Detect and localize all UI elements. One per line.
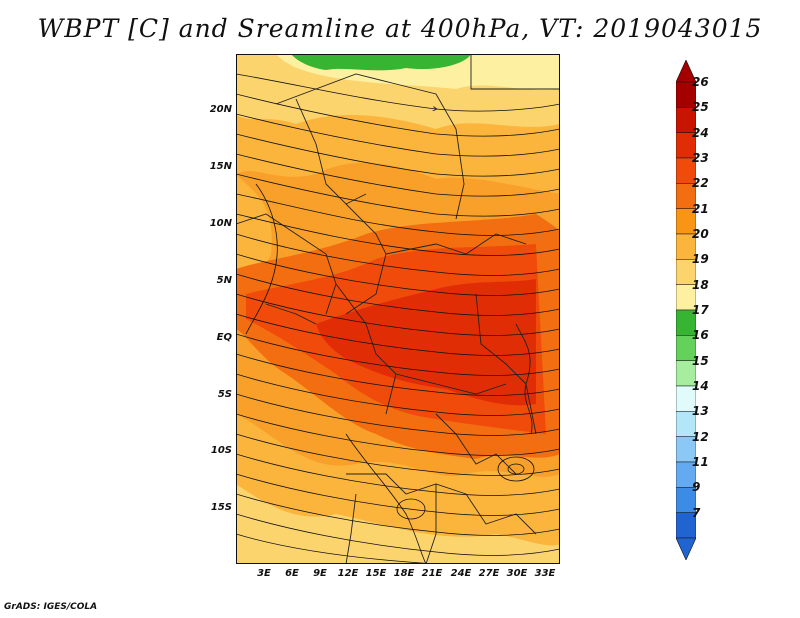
colorbar-level-label: 26 [692,75,709,89]
map-panel [236,54,560,564]
colorbar-level-label: 7 [692,505,701,520]
colorbar-level-label: 11 [692,455,709,469]
map-frame [236,54,560,564]
colorbar-level-label: 25 [692,100,709,115]
colorbar-level-label: 21 [692,201,709,216]
colorbar-level-label: 15 [692,353,709,368]
colorbar [675,59,697,561]
colorbar-level-label: 13 [692,404,709,419]
lat-label-5s: 5S [217,389,232,400]
lat-label-15s: 15S [210,502,232,513]
streamlines [236,73,560,564]
lat-label-10n: 10N [209,218,232,229]
field-west-20 [236,174,272,277]
lon-label-27e: 27E [478,568,500,579]
colorbar-level-label: 19 [692,252,709,267]
lon-label-33e: 33E [534,568,556,579]
colorbar-level-label: 22 [692,176,709,191]
lon-label-21e: 21E [421,568,443,579]
lon-label-15e: 15E [365,568,387,579]
lon-label-6e: 6E [285,568,299,579]
credit-text: GrADS: IGES/COLA [4,602,98,612]
colorbar-svg [675,59,697,561]
colorbar-level-label: 17 [692,303,709,317]
colorbar-level-label: 23 [692,151,709,165]
lon-label-18e: 18E [393,568,415,579]
lat-label-10s: 10S [210,445,232,456]
colorbar-level-label: 14 [692,379,709,393]
wbpt-map [236,54,560,564]
lat-label-5n: 5N [216,275,232,286]
field-warm-24 [316,279,536,406]
colorbar-low-arrow [675,537,697,561]
colorbar-level-label: 12 [692,429,709,444]
chart-title: WBPT [C] and Sreamline at 400hPa, VT: 20… [37,14,763,43]
lon-label-24e: 24E [450,568,472,579]
lon-label-9e: 9E [313,568,327,579]
lat-label-15n: 15N [209,161,232,172]
lon-label-30e: 30E [506,568,528,579]
colorbar-level-label: 20 [692,227,709,241]
colorbar-level-label: 9 [692,480,701,495]
field-south-19 [236,484,560,564]
lon-label-3e: 3E [257,568,271,579]
lat-label-eq: EQ [216,332,232,343]
colorbar-level-label: 16 [692,328,709,343]
field-band-17 [291,54,471,71]
colorbar-level-label: 24 [692,125,709,140]
lat-label-20n: 20N [209,104,232,115]
colorbar-level-label: 18 [692,277,709,292]
lon-label-12e: 12E [337,568,359,579]
